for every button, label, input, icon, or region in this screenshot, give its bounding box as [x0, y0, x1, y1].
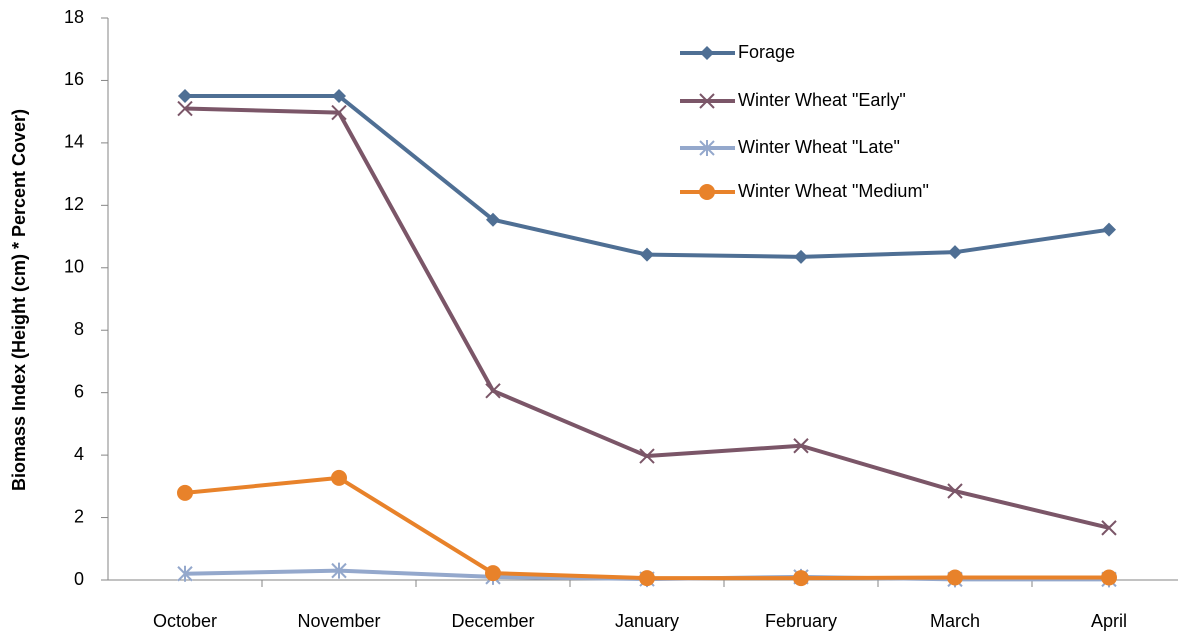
data-point	[639, 570, 655, 587]
data-point	[332, 89, 346, 104]
data-point	[331, 469, 347, 486]
x-tick-label: December	[451, 611, 534, 631]
legend-marker	[699, 93, 715, 109]
y-tick-label: 6	[74, 381, 84, 401]
data-point	[947, 569, 963, 586]
data-point	[1102, 222, 1116, 237]
x-tick-label: April	[1091, 611, 1127, 631]
x-tick-label: February	[765, 611, 837, 631]
y-tick-label: 8	[74, 319, 84, 339]
legend-label: Winter Wheat "Early"	[738, 90, 906, 110]
y-tick-label: 2	[74, 506, 84, 526]
y-tick-label: 0	[74, 569, 84, 589]
legend-marker	[699, 140, 715, 156]
data-point	[486, 212, 500, 227]
x-tick-label: November	[297, 611, 380, 631]
x-tick-label: March	[930, 611, 980, 631]
legend-label: Winter Wheat "Medium"	[738, 181, 929, 201]
data-point	[947, 483, 963, 499]
x-tick-label: January	[615, 611, 679, 631]
data-point	[485, 383, 501, 399]
data-point	[485, 565, 501, 582]
data-point	[948, 245, 962, 260]
data-point	[331, 104, 347, 121]
y-tick-label: 18	[64, 7, 84, 27]
data-point	[639, 448, 655, 464]
data-point	[793, 438, 809, 454]
y-tick-label: 16	[64, 69, 84, 89]
data-point	[793, 570, 809, 587]
data-point	[177, 565, 193, 582]
data-point	[178, 89, 192, 104]
x-tick-label: October	[153, 611, 217, 631]
y-tick-label: 12	[64, 194, 84, 214]
y-tick-label: 4	[74, 444, 84, 464]
data-point	[331, 562, 347, 579]
legend-label: Forage	[738, 42, 795, 62]
data-point	[177, 484, 193, 501]
series-line	[185, 94, 1110, 259]
y-tick-label: 14	[64, 132, 84, 152]
y-tick-label: 10	[64, 257, 84, 277]
legend-label: Winter Wheat "Late"	[738, 137, 900, 157]
data-point	[1101, 569, 1117, 586]
series-line	[184, 106, 1110, 530]
data-point	[640, 247, 654, 262]
y-axis-label: Biomass Index (Height (cm) * Percent Cov…	[9, 109, 29, 491]
data-point	[1101, 520, 1117, 536]
data-point	[794, 249, 808, 264]
legend-marker	[700, 46, 714, 60]
legend-marker	[699, 184, 715, 200]
data-point	[177, 100, 193, 117]
